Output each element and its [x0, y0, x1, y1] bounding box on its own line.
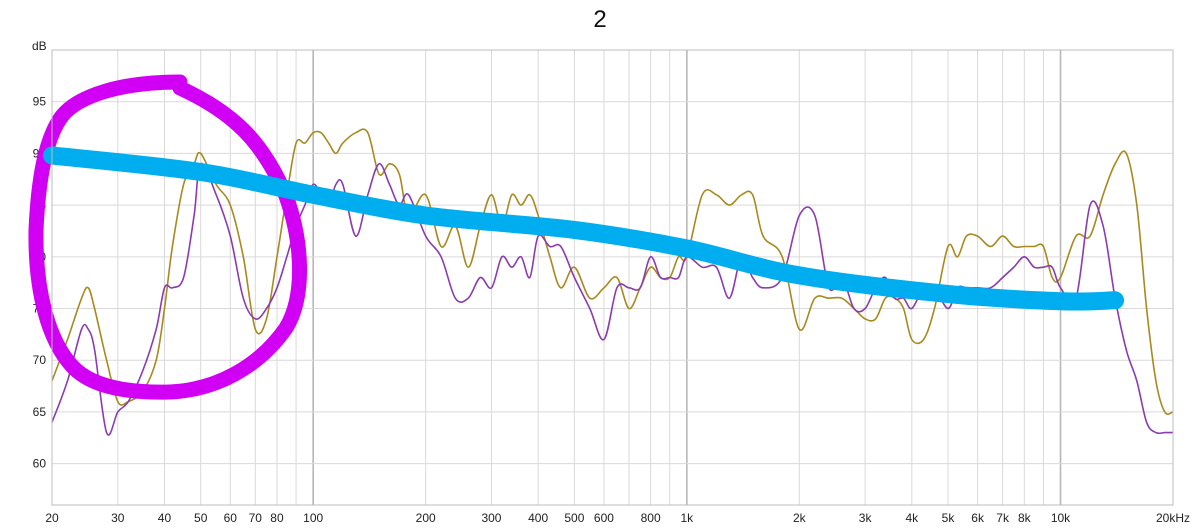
x-tick-label: 800 [641, 511, 661, 525]
x-tick-label: 500 [564, 511, 584, 525]
x-tick-label: 3k [859, 511, 873, 525]
x-tick-label: 40 [158, 511, 172, 525]
x-tick-label: 300 [481, 511, 501, 525]
x-tick-label: 20kHz [1156, 511, 1190, 525]
x-tick-label: 400 [528, 511, 548, 525]
x-tick-label: 10k [1051, 511, 1071, 525]
x-tick-label: 7k [996, 511, 1010, 525]
x-tick-label: 1k [681, 511, 695, 525]
series [51, 128, 1174, 436]
series-line-2 [51, 162, 1173, 436]
annotations [28, 74, 1125, 400]
y-tick-label: 70 [33, 353, 47, 367]
x-tick-label: 200 [416, 511, 436, 525]
x-tick-label: 8k [1018, 511, 1032, 525]
x-tick-label: 50 [194, 511, 208, 525]
series-line-1 [51, 128, 1174, 415]
x-tick-label: 70 [249, 511, 263, 525]
x-tick-label: 6k [971, 511, 985, 525]
x-tick-label: 30 [111, 511, 125, 525]
y-tick-label: 60 [33, 457, 47, 471]
chart-title: 2 [593, 6, 607, 33]
x-tick-label: 600 [594, 511, 614, 525]
x-tick-label: 2k [793, 511, 807, 525]
x-tick-label: 60 [224, 511, 238, 525]
x-tick-label: 5k [942, 511, 956, 525]
y-tick-label: 95 [33, 95, 47, 109]
annotation-circle [28, 74, 307, 400]
y-tick-label: 65 [33, 405, 47, 419]
x-tick-label: 4k [905, 511, 919, 525]
annotation-trend-line [43, 146, 1125, 311]
x-tick-label: 80 [270, 511, 284, 525]
y-axis-label: dB [32, 39, 47, 53]
plot-border [51, 49, 1174, 506]
x-tick-label: 20 [45, 511, 59, 525]
x-tick-label: 100 [303, 511, 323, 525]
